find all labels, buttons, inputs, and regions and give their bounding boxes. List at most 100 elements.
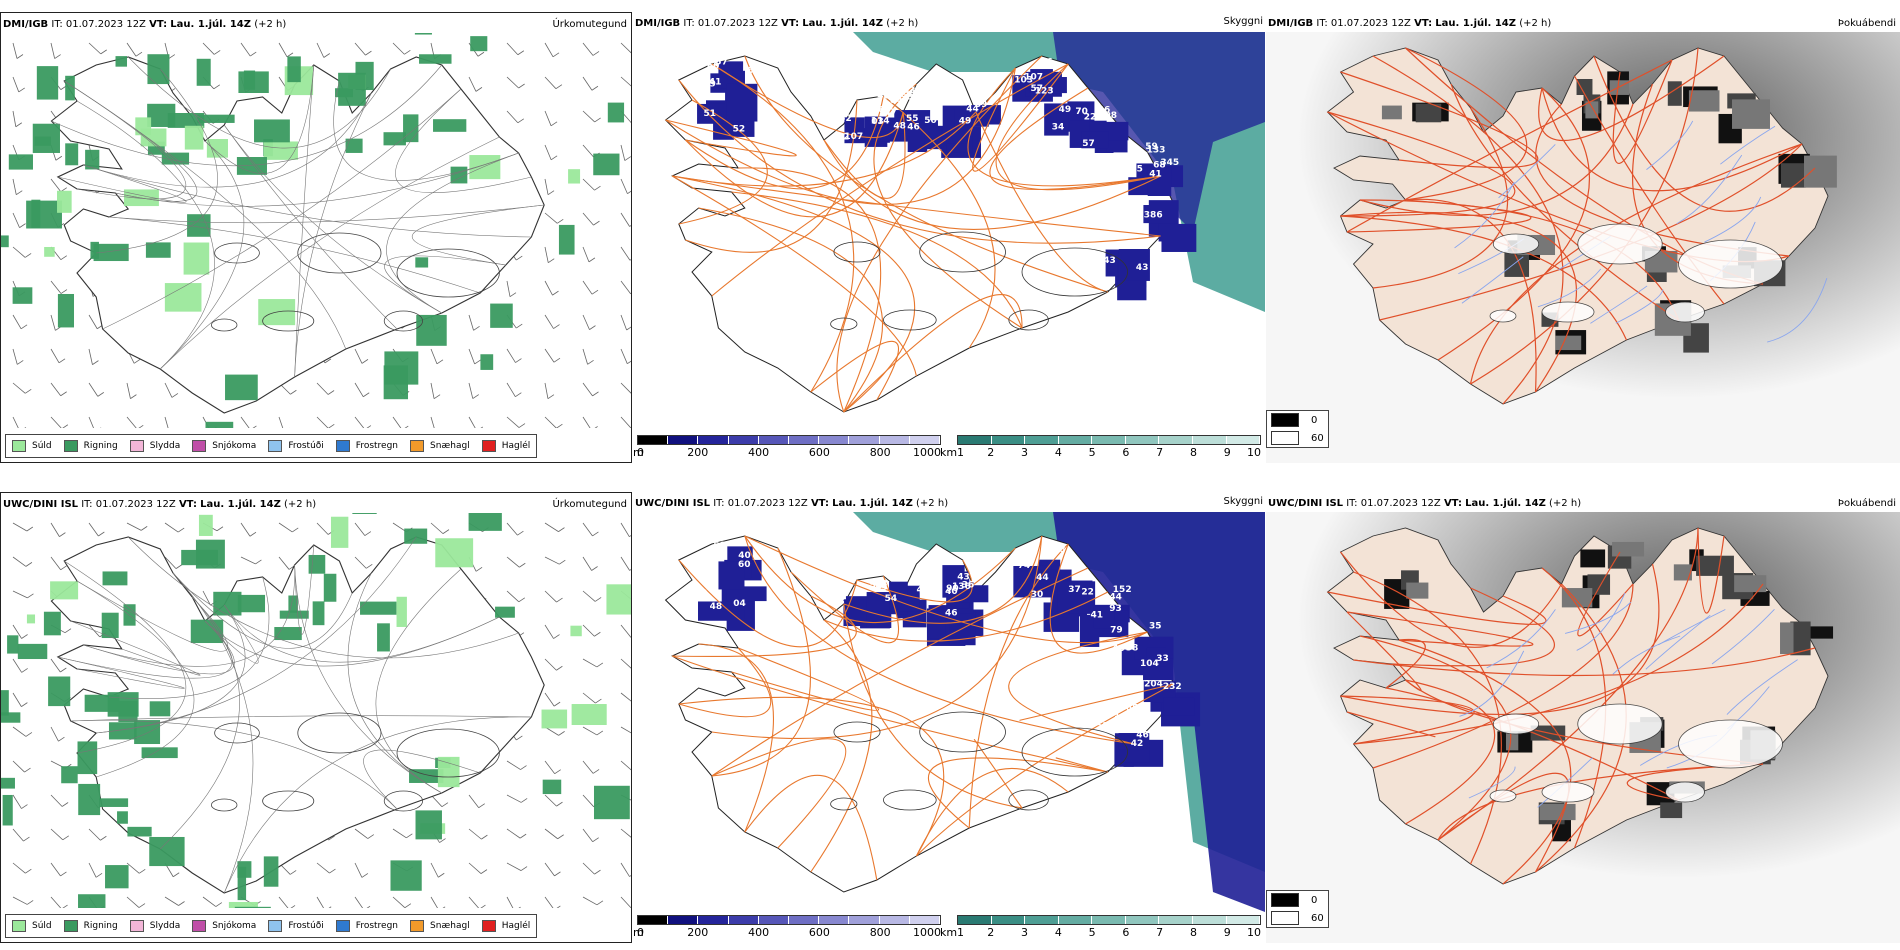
road bbox=[856, 559, 973, 603]
wind-barb-flag bbox=[550, 121, 558, 127]
panel-header: DMI/IGB IT: 01.07.2023 12Z VT: Lau. 1.jú… bbox=[1268, 18, 1552, 29]
precip-cell bbox=[433, 119, 467, 132]
colorbar-tick: 3 bbox=[1021, 926, 1029, 939]
wind-barb-flag bbox=[596, 900, 604, 906]
precip-cell bbox=[480, 354, 494, 370]
ceiling-label: 42 bbox=[837, 133, 850, 143]
colorbar-tick: 200 bbox=[687, 446, 709, 459]
wind-barb bbox=[354, 896, 364, 908]
ceiling-label: 59 bbox=[1145, 142, 1158, 152]
ceiling-label: 38 bbox=[1126, 644, 1139, 654]
ceiling-label: 93 bbox=[1029, 602, 1042, 612]
road bbox=[384, 255, 506, 314]
wind-barb bbox=[12, 348, 18, 365]
precip-cell bbox=[26, 614, 36, 624]
road bbox=[678, 696, 945, 857]
wind-barb bbox=[620, 212, 630, 227]
wind-barb bbox=[468, 76, 477, 92]
road bbox=[1340, 563, 1660, 716]
wind-barb-flag bbox=[21, 668, 28, 673]
river bbox=[1767, 278, 1828, 343]
visibility-colorbar: 1 2 3 4 5 6 7 8 9 10 bbox=[957, 915, 1261, 939]
ceiling-label: 90 bbox=[928, 580, 941, 590]
precip-cell bbox=[323, 573, 337, 602]
wind-barb-flag bbox=[587, 359, 594, 365]
panel-title: Skyggni bbox=[1223, 16, 1263, 27]
visibility-panel-uwc: UWC/DINI ISL IT: 01.07.2023 12Z VT: Lau.… bbox=[633, 492, 1265, 943]
wind-barb-flag bbox=[518, 83, 525, 89]
precip-cell bbox=[263, 856, 279, 887]
fog-cell bbox=[1780, 163, 1806, 188]
wind-barb-flag bbox=[16, 54, 24, 59]
road bbox=[1353, 571, 1502, 865]
wind-barb-flag bbox=[215, 902, 223, 907]
wind-barb bbox=[620, 382, 631, 394]
road bbox=[711, 738, 847, 849]
road bbox=[1577, 551, 1634, 637]
wind-barb bbox=[468, 314, 474, 331]
wind-barb-flag bbox=[509, 292, 517, 298]
colorbar-cell bbox=[638, 916, 669, 924]
colorbar-cell bbox=[1025, 916, 1059, 924]
wind-barb-flag bbox=[594, 597, 602, 602]
road bbox=[1437, 763, 1764, 841]
river bbox=[1459, 650, 1525, 717]
colorbar-cell bbox=[1159, 916, 1193, 924]
wind-barb bbox=[126, 416, 137, 428]
glacier-outline bbox=[882, 789, 937, 811]
fog-map bbox=[1266, 32, 1900, 463]
precip-cell bbox=[352, 513, 377, 514]
wind-barb bbox=[88, 862, 97, 878]
fog-cell bbox=[1609, 80, 1630, 95]
wind-barb bbox=[544, 522, 559, 532]
colorbar-cell bbox=[668, 436, 699, 444]
road bbox=[1340, 211, 1577, 393]
wind-barb bbox=[12, 624, 22, 639]
wind-barb-flag bbox=[139, 868, 146, 874]
wind-barb bbox=[620, 416, 631, 428]
road bbox=[678, 79, 1161, 244]
road bbox=[678, 559, 858, 648]
wind-barb bbox=[126, 522, 142, 531]
visibility-unit: km bbox=[940, 446, 958, 459]
wind-barb bbox=[354, 522, 366, 536]
wind-barb bbox=[544, 658, 557, 671]
colorbar-tick: 4 bbox=[1054, 446, 1062, 459]
wind-barb-flag bbox=[98, 531, 105, 537]
panel-header: DMI/IGB IT: 01.07.2023 12Z VT: Lau. 1.jú… bbox=[635, 18, 919, 29]
wind-barb bbox=[620, 658, 631, 669]
wind-barb-flag bbox=[594, 117, 601, 123]
wind-barb bbox=[582, 896, 598, 906]
ceiling-label: 33 bbox=[1156, 654, 1169, 664]
road bbox=[70, 715, 532, 722]
ceiling-label: 48 bbox=[710, 602, 723, 612]
road bbox=[395, 88, 532, 193]
colorbar-tick: 1000 bbox=[913, 926, 941, 939]
colorbar-cell bbox=[849, 916, 880, 924]
wind-barb-flag bbox=[255, 559, 262, 565]
precip-cell bbox=[541, 709, 568, 729]
precip-cell bbox=[196, 58, 211, 86]
road bbox=[810, 619, 873, 873]
road bbox=[386, 152, 519, 314]
road bbox=[672, 655, 1108, 773]
wind-barb bbox=[50, 828, 64, 841]
ceiling-label: 46 bbox=[945, 609, 958, 619]
wind-barb bbox=[50, 416, 62, 428]
wind-barb bbox=[202, 42, 215, 55]
road bbox=[1346, 711, 1436, 738]
colorbar-cell bbox=[879, 436, 910, 444]
wind-barb-flag bbox=[60, 255, 68, 260]
road bbox=[671, 175, 917, 377]
ceiling-label: 123 bbox=[1035, 87, 1054, 97]
wind-barb bbox=[620, 42, 631, 54]
fog-legend-swatch bbox=[1271, 413, 1299, 427]
wind-barb-flag bbox=[433, 394, 441, 400]
ceiling-label: 45 bbox=[1108, 656, 1121, 666]
river bbox=[1461, 256, 1524, 304]
glacier bbox=[1541, 301, 1595, 323]
wind-barb-flag bbox=[216, 526, 224, 532]
precip-cell bbox=[234, 906, 271, 908]
precip-cell bbox=[198, 514, 213, 536]
precip-cell bbox=[147, 54, 170, 85]
